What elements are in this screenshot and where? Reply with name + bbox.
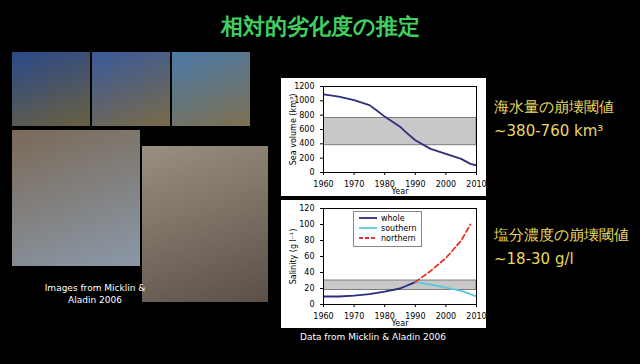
svg-text:1960: 1960 [313, 312, 333, 321]
svg-text:100: 100 [299, 220, 314, 229]
html-text:海水量の崩壊閾値: 海水量の崩壊閾値 [494, 98, 614, 116]
svg-text:1000: 1000 [294, 96, 315, 106]
svg-text:1200: 1200 [294, 82, 314, 91]
svg-text:120: 120 [299, 204, 314, 213]
svg-text:2000: 2000 [436, 180, 456, 189]
html-text:southern: southern [381, 224, 417, 233]
html-text:相対的劣化度の推定: 相対的劣化度の推定 [220, 14, 420, 39]
html-text:Data from Micklin & Aladin 200: Data from Micklin & Aladin 2006 [300, 332, 446, 342]
svg-text:Salinity (g l⁻¹): Salinity (g l⁻¹) [289, 229, 298, 285]
svg-text:Year: Year [391, 187, 410, 196]
svg-text:Year: Year [391, 319, 410, 328]
html-text:whole: whole [381, 214, 405, 223]
html-text:~18-30 g/l: ~18-30 g/l [494, 250, 574, 268]
svg-text:60: 60 [304, 252, 314, 261]
svg-text:1980: 1980 [374, 180, 395, 190]
svg-text:800: 800 [299, 111, 314, 120]
svg-text:1970: 1970 [344, 312, 364, 321]
svg-text:1980: 1980 [374, 312, 395, 322]
svg-text:1970: 1970 [344, 180, 364, 189]
svg-text:1990: 1990 [405, 312, 426, 322]
svg-text:600: 600 [299, 125, 314, 134]
html-text:Images from Micklin & Aladin 2: Images from Micklin & Aladin 2006 [44, 283, 146, 305]
svg-text:1990: 1990 [405, 180, 426, 190]
svg-text:40: 40 [304, 268, 314, 277]
svg-text:1960: 1960 [313, 180, 333, 189]
svg-text:2010: 2010 [466, 312, 486, 321]
html-text:~380-760 km³: ~380-760 km³ [494, 122, 604, 140]
svg-text:2010: 2010 [466, 180, 486, 189]
html-text:northern: northern [381, 234, 416, 243]
svg-text:400: 400 [299, 139, 314, 148]
svg-text:200: 200 [299, 154, 314, 163]
svg-text:2000: 2000 [436, 312, 456, 321]
html-text:塩分濃度の崩壊閾値: 塩分濃度の崩壊閾値 [494, 226, 629, 244]
svg-text:80: 80 [304, 236, 314, 245]
svg-text:20: 20 [304, 284, 314, 293]
svg-text:0: 0 [309, 300, 314, 309]
svg-text:0: 0 [309, 168, 314, 177]
svg-text:Sea volume (km³): Sea volume (km³) [289, 94, 298, 166]
